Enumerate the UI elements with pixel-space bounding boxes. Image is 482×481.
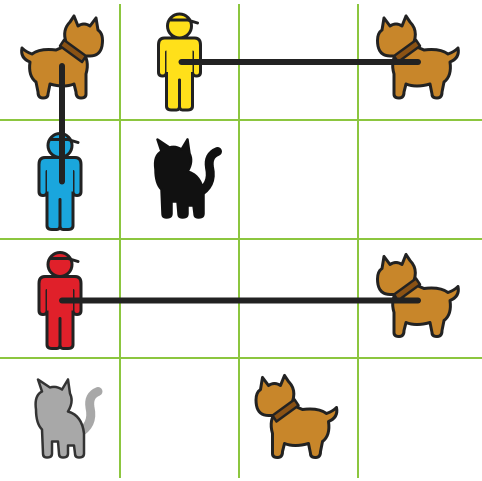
person-yellow[interactable]: [157, 12, 202, 112]
cat-black[interactable]: [153, 138, 222, 219]
dog-piece-r0c3[interactable]: [376, 14, 460, 100]
pieces: [20, 12, 460, 459]
leashes: [59, 59, 421, 304]
dog-piece-r0c0[interactable]: [20, 14, 104, 100]
dog-piece-r2c3[interactable]: [376, 253, 460, 338]
cat-gray[interactable]: [34, 378, 103, 459]
dog-piece-r3c2[interactable]: [254, 374, 339, 459]
person-red[interactable]: [37, 251, 83, 350]
grid-lines: [0, 4, 482, 478]
